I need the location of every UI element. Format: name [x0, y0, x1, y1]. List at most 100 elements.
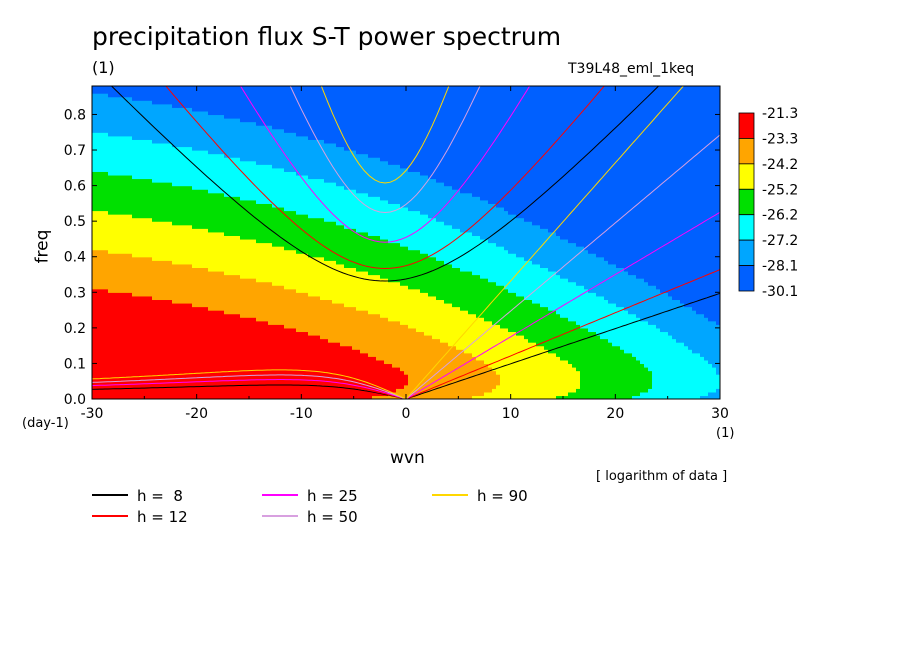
field-cell: [464, 192, 469, 233]
field-cell: [552, 310, 557, 354]
field-cell: [628, 274, 633, 315]
field-cell: [244, 121, 249, 162]
field-cell: [464, 352, 469, 399]
legend: h = 8 h = 12 h = 25 h = 50 h = 90: [92, 487, 528, 526]
field-cell: [360, 270, 365, 311]
field-cell: [100, 210, 105, 251]
field-cell: [312, 86, 317, 140]
field-cell: [296, 214, 301, 254]
field-cell: [336, 263, 341, 304]
field-cell: [144, 295, 149, 399]
field-cell: [456, 189, 461, 229]
field-cell: [260, 86, 265, 126]
field-cell: [220, 231, 225, 272]
field-cell: [704, 86, 709, 318]
field-cell: [444, 302, 449, 343]
field-cell: [320, 86, 325, 140]
field-cell: [308, 139, 313, 180]
field-cell: [560, 278, 565, 318]
field-cell: [372, 395, 377, 399]
field-cell: [260, 125, 265, 165]
colorbar: -21.3 -23.3 -24.2 -25.2 -26.2 -27.2 -28.1 -30.1: [738, 106, 798, 300]
field-cell: [252, 278, 257, 318]
field-cell: [684, 345, 689, 399]
field-cell: [500, 285, 505, 329]
field-cell: [240, 317, 245, 399]
field-cell: [288, 327, 293, 399]
field-cell: [460, 192, 465, 233]
field-cell: [516, 86, 521, 219]
field-cell: [280, 206, 285, 247]
field-cell: [504, 86, 509, 212]
colorbar-label: -25.2: [762, 182, 798, 198]
field-cell: [440, 221, 445, 261]
field-cell: [184, 263, 189, 304]
field-cell: [360, 192, 365, 233]
field-cell: [220, 114, 225, 155]
field-cell: [176, 302, 181, 399]
field-cell: [208, 153, 213, 194]
field-cell: [680, 302, 685, 343]
field-cell: [664, 331, 669, 399]
field-cell: [476, 274, 481, 318]
y-tick-label: 0.2: [64, 321, 86, 337]
field-cell: [156, 103, 161, 144]
field-cell: [196, 110, 201, 151]
field-cell: [248, 238, 253, 279]
field-cell: [376, 359, 381, 397]
field-cell: [608, 86, 613, 265]
field-cell: [608, 263, 613, 304]
field-cell: [184, 146, 189, 187]
field-cell: [348, 150, 353, 190]
field-cell: [148, 295, 153, 399]
field-cell: [616, 267, 621, 308]
field-cell: [656, 327, 661, 399]
field-cell: [560, 395, 565, 399]
field-cell: [436, 299, 441, 340]
field-cell: [316, 295, 321, 336]
field-cell: [548, 310, 553, 354]
field-cell: [484, 86, 489, 201]
field-cell: [388, 320, 393, 365]
field-cell: [556, 86, 561, 236]
field-cell: [508, 292, 513, 333]
field-cell: [628, 313, 633, 354]
field-cell: [204, 86, 209, 112]
field-cell: [528, 299, 533, 343]
field-cell: [124, 292, 129, 399]
field-cell: [528, 86, 533, 222]
field-cell: [372, 86, 377, 158]
field-cell: [92, 86, 97, 94]
colorbar-label: -23.3: [762, 131, 798, 147]
field-cell: [404, 374, 409, 386]
field-cell: [116, 253, 121, 293]
field-cell: [188, 302, 193, 399]
field-cell: [268, 86, 273, 126]
field-cell: [528, 260, 533, 301]
field-cell: [296, 292, 301, 333]
field-cell: [636, 395, 641, 399]
field-cell: [376, 235, 381, 276]
field-cell: [704, 359, 709, 397]
chart-subtitle: (1): [92, 58, 115, 77]
field-cell: [400, 86, 405, 169]
field-cell: [708, 86, 713, 322]
field-cell: [584, 288, 589, 329]
field-cell: [712, 86, 717, 322]
field-cell: [332, 302, 337, 343]
field-cell: [648, 285, 653, 325]
field-cell: [108, 174, 113, 215]
field-cell: [204, 228, 209, 268]
field-cell: [452, 267, 457, 308]
field-cell: [472, 196, 477, 236]
field-cell: [160, 86, 165, 105]
field-cell: [132, 178, 137, 219]
legend-label: h = 50: [307, 508, 358, 526]
field-cell: [412, 288, 417, 329]
field-cell: [200, 306, 205, 399]
field-cell: [216, 270, 221, 311]
field-cell: [376, 313, 381, 361]
field-cell: [184, 107, 189, 148]
field-cell: [148, 100, 153, 140]
field-cell: [320, 139, 325, 180]
